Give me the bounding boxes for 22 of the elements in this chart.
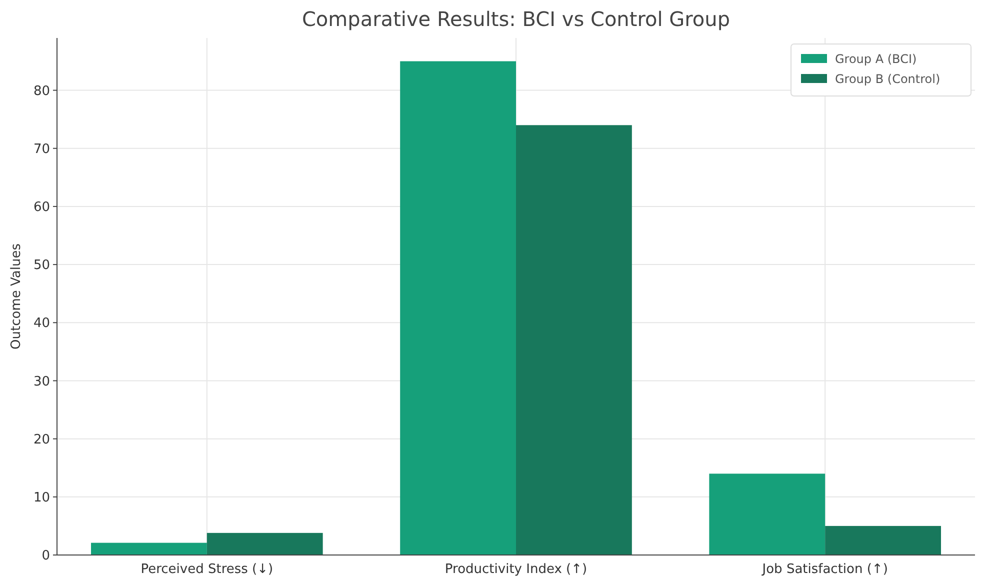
x-tick-label: Perceived Stress (↓) xyxy=(140,562,274,577)
y-tick-label: 70 xyxy=(33,142,50,157)
bar xyxy=(91,542,207,555)
y-tick-label: 20 xyxy=(33,432,50,448)
legend-label: Group A (BCI) xyxy=(835,52,917,66)
bar xyxy=(206,532,323,555)
x-tick-label: Job Satisfaction (↑) xyxy=(761,562,888,577)
x-tick-label: Productivity Index (↑) xyxy=(444,562,588,577)
y-tick-label: 80 xyxy=(33,84,50,99)
y-tick-label: 0 xyxy=(42,548,50,564)
y-tick-label: 50 xyxy=(33,258,50,274)
y-tick-label: 10 xyxy=(33,490,50,506)
bar xyxy=(825,526,941,555)
y-tick-label: 40 xyxy=(33,316,50,332)
chart-title: Comparative Results: BCI vs Control Group xyxy=(302,7,730,31)
y-tick-label: 30 xyxy=(33,374,50,390)
bar xyxy=(516,125,632,555)
y-tick-label: 60 xyxy=(33,200,50,216)
legend-label: Group B (Control) xyxy=(835,72,940,86)
bar xyxy=(400,61,516,555)
y-axis-title: Outcome Values xyxy=(9,243,24,350)
bar xyxy=(709,474,826,555)
